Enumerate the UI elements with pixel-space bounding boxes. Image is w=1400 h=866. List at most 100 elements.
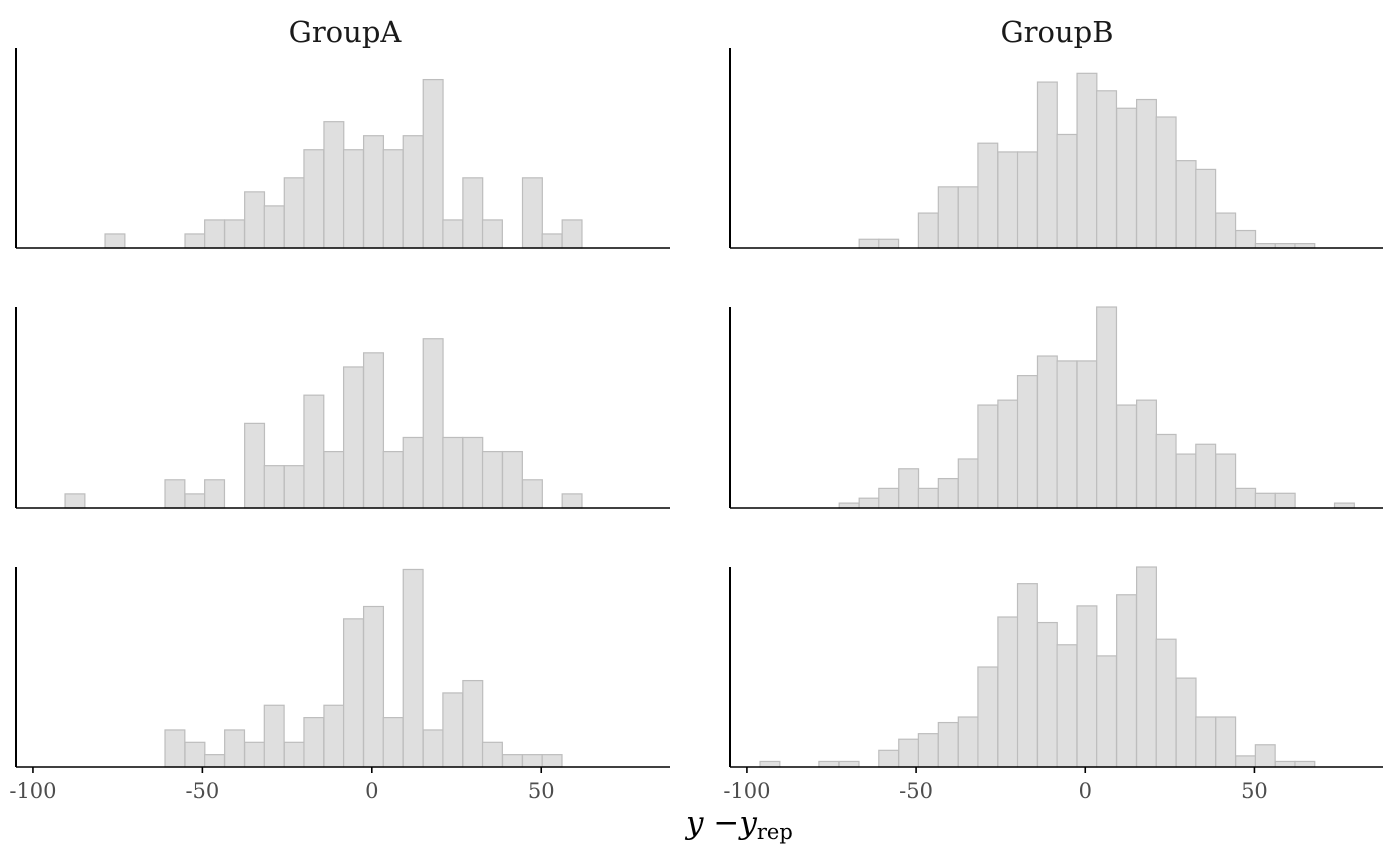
x-tick-label: -50 [899, 779, 933, 803]
histogram-bar [323, 450, 345, 509]
histogram-bar [858, 497, 880, 509]
histogram-bar [1036, 621, 1058, 768]
histogram-bar [184, 741, 206, 768]
histogram-bar [977, 142, 999, 249]
histogram-bar [402, 135, 424, 249]
histogram-bar [521, 177, 543, 249]
histogram-bar [481, 219, 503, 249]
histogram-bar [204, 479, 226, 509]
histogram-bar [362, 605, 385, 768]
histogram-bar [1175, 453, 1197, 509]
histogram-bar [1155, 638, 1177, 768]
x-tick-label: 0 [1079, 779, 1092, 803]
histogram-bar [957, 458, 979, 509]
histogram-bar [937, 477, 959, 509]
histogram-bar [263, 465, 285, 509]
histogram-bar [1155, 433, 1177, 509]
histogram-bar [1116, 107, 1138, 249]
histogram-bar [362, 135, 385, 249]
histogram-bar [342, 149, 365, 249]
histogram-bar [501, 754, 523, 768]
histogram-bar [64, 493, 86, 509]
histogram-bar [442, 436, 464, 509]
histogram-bar [997, 399, 1019, 509]
histogram-bar [977, 404, 999, 509]
histogram-bar [957, 716, 979, 768]
histogram-bar [303, 717, 325, 768]
histogram-bar [442, 692, 464, 768]
histogram-bar [1195, 716, 1217, 768]
histogram-bar [937, 186, 959, 249]
histogram-bar [1076, 72, 1098, 249]
strip-label-groupb: GroupB [1000, 15, 1113, 49]
histogram-bar [818, 760, 840, 768]
histogram-bar [561, 219, 583, 249]
panel-groupb-row-1 [729, 48, 1383, 249]
x-tick-label: 50 [1241, 779, 1268, 803]
x-tick-label: -50 [185, 779, 219, 803]
histogram-bar [1135, 98, 1157, 249]
histogram-bar [323, 704, 345, 768]
histogram-bar [1096, 655, 1118, 768]
histogram-bar [323, 121, 345, 249]
histogram-bar [263, 205, 285, 249]
x-tick-label: -100 [723, 779, 770, 803]
histogram-bar [878, 749, 900, 768]
histogram-bar [1076, 605, 1098, 768]
histogram-bar [898, 468, 920, 509]
histogram-bar [997, 151, 1019, 249]
histogram-bar [937, 721, 959, 768]
histogram-bar [759, 760, 781, 768]
histogram-bar [917, 487, 939, 509]
histogram-bar [898, 738, 920, 768]
histogram-bar [402, 568, 424, 768]
histogram-bar [1016, 151, 1038, 249]
histogram-bar [1036, 355, 1058, 509]
histogram-bar [1274, 492, 1296, 509]
histogram-bar [977, 666, 999, 768]
histogram-bar [997, 616, 1019, 768]
histogram-bar [1056, 644, 1078, 768]
histogram-bar [303, 149, 325, 249]
histogram-bar [481, 450, 503, 509]
histogram-bar [1016, 375, 1038, 509]
histogram-bar [1175, 677, 1197, 768]
histogram-bar [521, 754, 543, 768]
histogram-bar [303, 394, 325, 509]
x-axis-title: y −yrep [684, 805, 793, 844]
histogram-bar [1254, 492, 1276, 509]
histogram-bar [462, 177, 484, 249]
histogram-bar [1294, 760, 1316, 768]
histogram-bar [422, 338, 444, 509]
histogram-bar [1215, 453, 1237, 509]
histogram-bar [1215, 716, 1237, 768]
histogram-bar [1195, 168, 1217, 249]
histogram-bar [204, 754, 226, 768]
histogram-bar [1116, 594, 1138, 768]
histogram-bar [917, 212, 939, 249]
histogram-bar [442, 219, 464, 249]
histogram-bar [402, 436, 424, 509]
histogram-bar [541, 754, 563, 768]
histogram-bar [283, 177, 305, 249]
histogram-bar [362, 352, 385, 509]
histogram-bar [184, 493, 206, 509]
panel-groupa-row-3: -100 -50 0 50 [9, 567, 670, 803]
histogram-bar [957, 186, 979, 249]
histogram-bar [838, 760, 860, 768]
histogram-bar [1274, 760, 1296, 768]
histogram-bar [1096, 90, 1118, 249]
histogram-bar [1175, 160, 1197, 249]
histogram-bar [462, 679, 484, 768]
histogram-bar [917, 733, 939, 768]
histogram-bar [382, 450, 404, 509]
x-tick-label: 0 [365, 779, 378, 803]
histogram-bar [1056, 133, 1078, 249]
histogram-bar [283, 741, 305, 768]
histogram-bar [1235, 487, 1257, 509]
histogram-bar [224, 219, 246, 249]
histogram-bar [1195, 443, 1217, 509]
histogram-bar [422, 78, 444, 249]
histogram-bar [1135, 566, 1157, 768]
